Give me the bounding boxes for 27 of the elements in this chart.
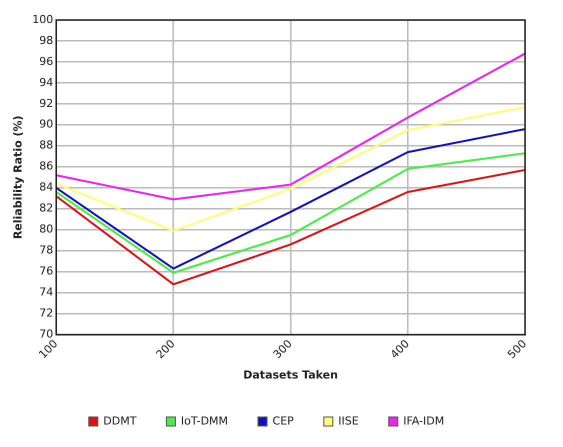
y-tick-label: 86 bbox=[39, 160, 54, 173]
y-tick-label: 98 bbox=[39, 34, 54, 47]
y-tick-label: 72 bbox=[39, 306, 54, 320]
y-tick-label: 78 bbox=[39, 244, 54, 257]
legend-label: DDMT bbox=[103, 414, 137, 428]
legend-label: IISE bbox=[338, 414, 359, 428]
y-tick-label: 96 bbox=[39, 54, 54, 68]
y-tick-label: 76 bbox=[39, 264, 54, 278]
x-tick-label: 400 bbox=[388, 337, 412, 362]
x-tick-label: 200 bbox=[154, 337, 178, 362]
y-axis-title: Reliability Ratio (%) bbox=[11, 115, 24, 240]
legend-label: CEP bbox=[272, 414, 294, 428]
x-tick-label: 500 bbox=[505, 337, 530, 362]
x-axis-title: Datasets Taken bbox=[243, 368, 338, 382]
y-tick-label: 82 bbox=[39, 202, 54, 215]
legend-label: IFA-IDM bbox=[403, 414, 444, 428]
y-tick-label: 90 bbox=[39, 118, 54, 131]
y-tick-label: 74 bbox=[39, 286, 54, 299]
y-tick-label: 92 bbox=[39, 96, 54, 110]
y-tick-label: 80 bbox=[39, 222, 54, 236]
y-tick-label: 100 bbox=[32, 12, 54, 26]
y-tick-label: 84 bbox=[39, 180, 54, 194]
y-tick-label: 88 bbox=[39, 138, 54, 152]
legend-label: IoT-DMM bbox=[180, 414, 228, 428]
x-tick-label: 300 bbox=[270, 337, 295, 362]
y-tick-label: 94 bbox=[39, 76, 54, 89]
y-tick-label: 70 bbox=[39, 327, 54, 340]
